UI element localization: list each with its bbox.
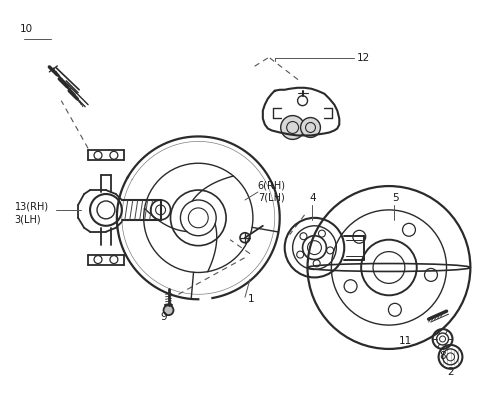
Text: 8: 8 [440, 351, 446, 361]
Text: 3(LH): 3(LH) [14, 215, 41, 225]
Text: 2: 2 [447, 367, 454, 377]
Text: 10: 10 [20, 24, 33, 34]
Text: 11: 11 [399, 336, 412, 346]
Text: 9: 9 [161, 312, 167, 322]
Text: 5: 5 [392, 193, 398, 203]
Circle shape [164, 305, 173, 315]
Text: 6(RH): 6(RH) [258, 180, 286, 190]
Text: 1: 1 [248, 294, 254, 304]
Text: 7(LH): 7(LH) [258, 193, 285, 203]
Text: 13(RH): 13(RH) [14, 202, 49, 212]
Circle shape [300, 117, 321, 138]
Text: 4: 4 [310, 193, 316, 203]
Text: 12: 12 [357, 53, 371, 63]
Circle shape [281, 115, 304, 139]
